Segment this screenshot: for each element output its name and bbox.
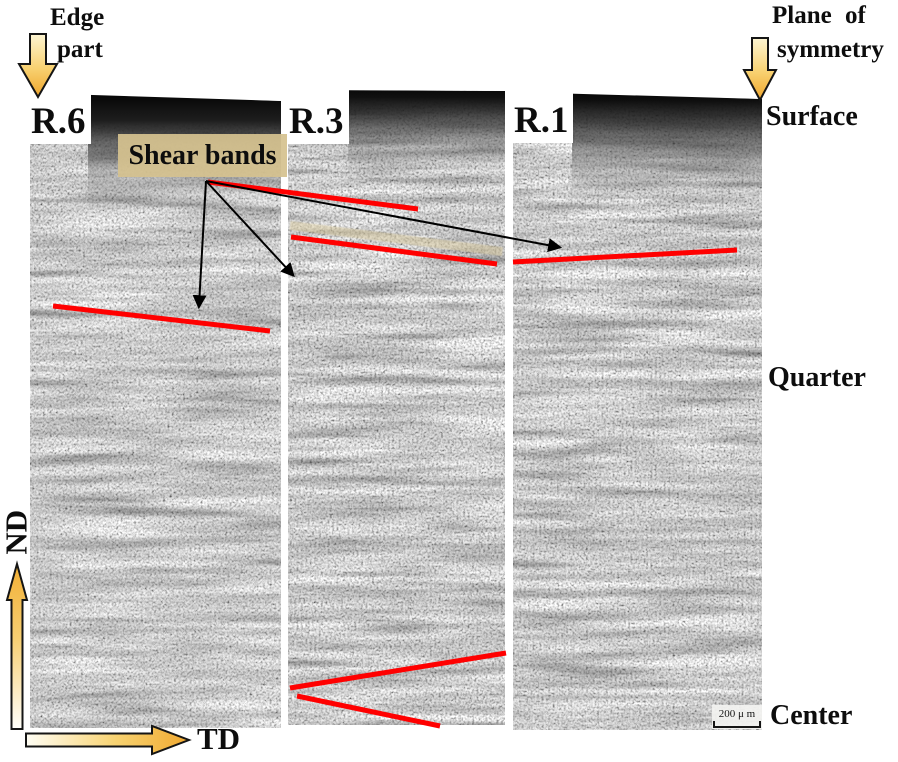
micrograph-panel-r3: R.3 [288, 86, 505, 725]
panel-label-r6: R.6 [30, 88, 91, 144]
td-axis-arrow [25, 724, 192, 756]
plane-of-symmetry-label-line1: Plane of [772, 2, 866, 29]
micrograph-texture [288, 86, 505, 725]
nd-axis-label: ND [0, 509, 34, 555]
surface-edge-wedge [288, 86, 505, 91]
shear-bands-label: Shear bands [118, 134, 287, 177]
scale-bar-rule [713, 721, 761, 728]
edge-part-label-line1: Edge [50, 4, 105, 31]
shear-bands-label-text: Shear bands [128, 139, 277, 171]
scale-bar: 200 μ m [712, 705, 762, 729]
scale-bar-text: 200 μ m [718, 708, 756, 720]
surface-edge-wedge [513, 89, 762, 99]
edge-part-label-line2: part [57, 36, 103, 63]
panel-label-r3: R.3 [288, 86, 349, 144]
surface-dark-band [348, 90, 505, 178]
micrograph-panel-r6: R.6 [30, 88, 281, 728]
micrograph-panel-r1: R.1 200 μ m [513, 89, 762, 730]
surface-dark-band [572, 92, 762, 201]
quarter-depth-label: Quarter [768, 362, 866, 393]
td-axis-label: TD [197, 721, 241, 756]
center-depth-label: Center [770, 700, 853, 731]
nd-axis-arrow [5, 560, 29, 730]
plane-of-symmetry-label-line2: symmetry [777, 36, 884, 63]
surface-depth-label: Surface [766, 101, 858, 132]
panel-label-r1: R.1 [513, 89, 573, 143]
